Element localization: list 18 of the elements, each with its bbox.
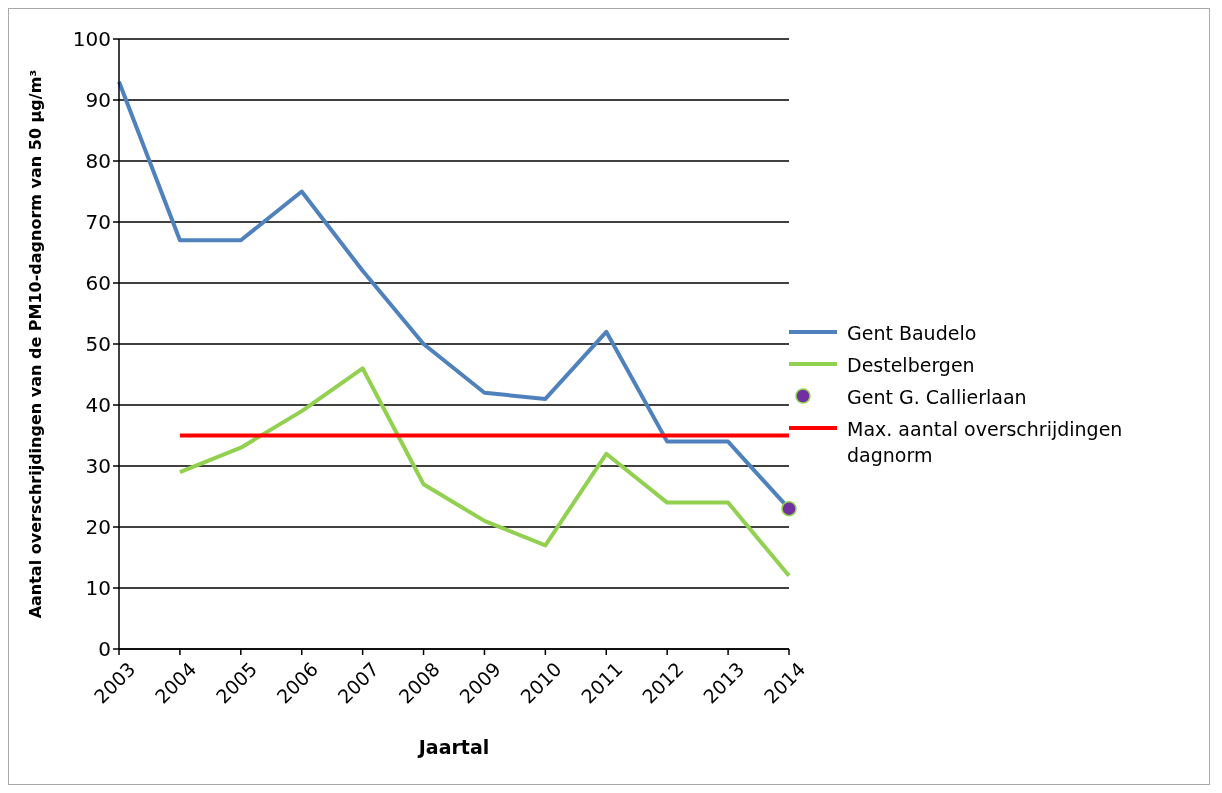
y-tick-label: 90 [85, 88, 111, 113]
legend-label: Max. aantal overschrijdingen dagnorm [847, 416, 1124, 468]
y-tick-label: 60 [85, 271, 111, 296]
y-tick-label: 30 [85, 454, 111, 479]
y-tick-label: 80 [85, 149, 111, 174]
x-axis-title: Jaartal [416, 736, 490, 758]
y-tick-label: 20 [85, 515, 111, 540]
y-tick-label: 70 [85, 210, 111, 235]
y-tick-label: 50 [85, 332, 111, 357]
y-tick-label: 40 [85, 393, 111, 418]
legend-label: Destelbergen [847, 352, 975, 378]
y-tick-label: 0 [98, 637, 111, 662]
y-tick-label: 100 [72, 27, 111, 52]
line-series [177, 366, 791, 578]
legend-label: Gent G. Callierlaan [847, 384, 1027, 410]
legend-label: Gent Baudelo [847, 320, 977, 346]
y-axis-title: Aantal overschrijdingen van de PM10-dagnorm van 50 µg/m³ [25, 69, 45, 619]
y-tick-label: 10 [85, 576, 111, 601]
